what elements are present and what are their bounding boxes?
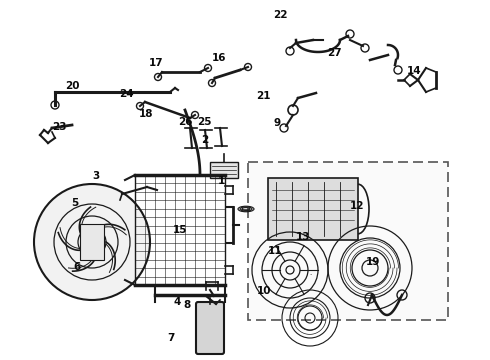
Text: 3: 3	[92, 171, 99, 181]
Text: 12: 12	[349, 201, 364, 211]
Text: 10: 10	[256, 286, 271, 296]
Text: 20: 20	[65, 81, 80, 91]
Text: 21: 21	[256, 91, 271, 102]
Bar	[268, 178, 358, 240]
Circle shape	[34, 184, 150, 300]
Bar	[210, 162, 238, 178]
Text: 24: 24	[119, 89, 134, 99]
Text: 15: 15	[173, 225, 188, 235]
Text: 2: 2	[201, 135, 208, 145]
Text: ·: ·	[309, 272, 311, 278]
Text: 13: 13	[295, 232, 310, 242]
Bar	[80, 224, 104, 260]
Text: 16: 16	[212, 53, 227, 63]
FancyBboxPatch shape	[196, 302, 224, 354]
Text: 18: 18	[139, 109, 153, 120]
Text: 7: 7	[167, 333, 174, 343]
Text: 26: 26	[178, 117, 193, 127]
Text: 19: 19	[366, 257, 381, 267]
Text: 8: 8	[184, 300, 191, 310]
Text: 4: 4	[173, 297, 181, 307]
Text: 25: 25	[197, 117, 212, 127]
Text: 6: 6	[74, 262, 81, 272]
Bar	[248, 162, 448, 320]
Text: 27: 27	[327, 48, 342, 58]
Text: 17: 17	[148, 58, 163, 68]
Text: 14: 14	[407, 66, 421, 76]
Text: 5: 5	[71, 198, 78, 208]
Text: 11: 11	[268, 246, 283, 256]
Text: 9: 9	[273, 118, 280, 128]
Text: 23: 23	[52, 122, 67, 132]
Text: 1: 1	[218, 176, 225, 186]
Text: 22: 22	[273, 10, 288, 20]
